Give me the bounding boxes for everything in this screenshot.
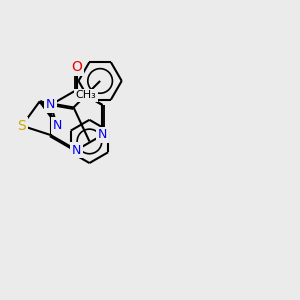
Text: S: S (18, 119, 26, 133)
Text: CH₃: CH₃ (75, 90, 96, 100)
Text: N: N (72, 143, 81, 157)
Text: N: N (52, 119, 62, 132)
Text: N: N (46, 98, 55, 112)
Text: O: O (71, 60, 82, 74)
Text: N: N (98, 128, 107, 142)
